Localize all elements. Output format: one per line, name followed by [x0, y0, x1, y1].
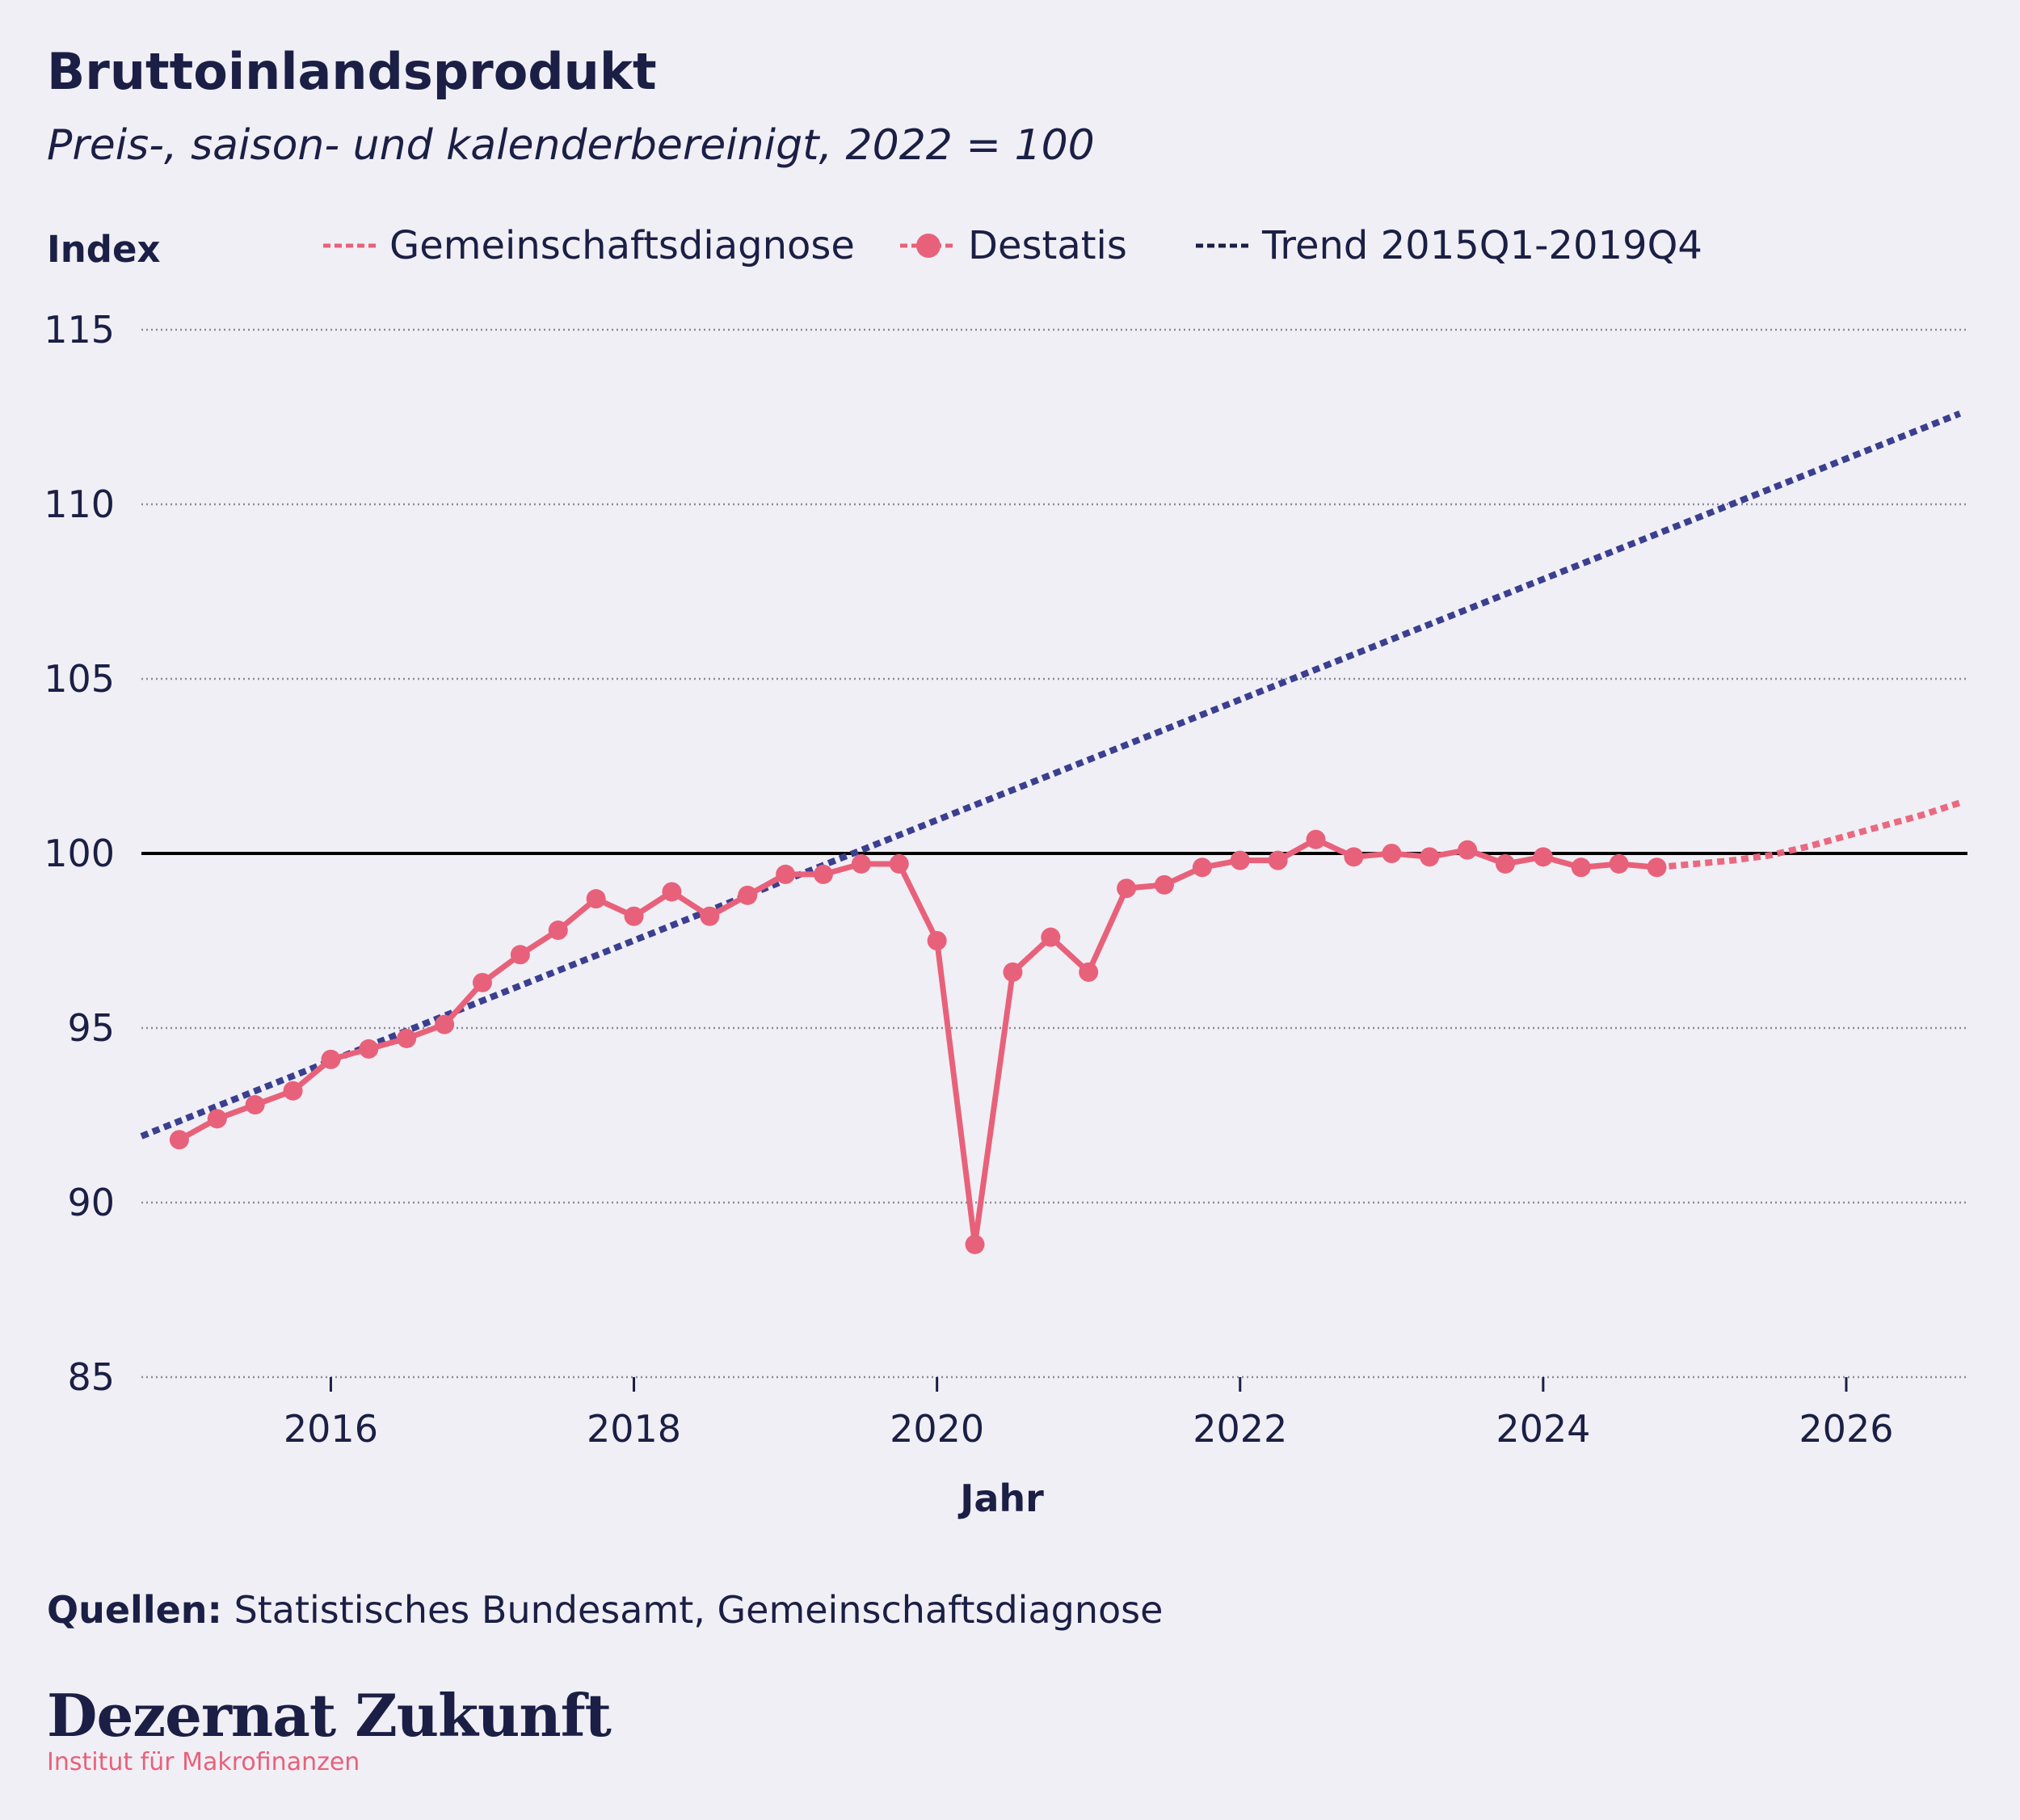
source-text: Statistisches Bundesamt, Gemeinschaftsdi… — [234, 1588, 1164, 1632]
data-point-destatis — [965, 1234, 985, 1254]
data-point-destatis — [1420, 847, 1440, 867]
y-tick-label: 115 — [44, 308, 115, 352]
data-point-destatis — [169, 1130, 189, 1150]
y-tick-label: 100 — [44, 832, 115, 875]
data-point-destatis — [1079, 962, 1099, 982]
legend-swatch-dashed-icon — [323, 243, 378, 248]
data-point-destatis — [207, 1109, 227, 1129]
legend-item-destatis: Destatis — [898, 223, 1127, 268]
data-point-destatis — [813, 864, 833, 884]
y-tick-label: 85 — [67, 1355, 115, 1399]
data-point-destatis — [1230, 850, 1250, 870]
legend-label: Trend 2015Q1-2019Q4 — [1262, 223, 1702, 268]
line-chart: 85 90 95 100 105 110 115 2016 2018 2020 2022 2024 20… — [44, 308, 1967, 1520]
data-point-destatis — [472, 972, 492, 992]
x-tick-label: 2016 — [284, 1407, 378, 1451]
data-point-destatis — [586, 889, 606, 909]
data-point-destatis — [1003, 962, 1023, 982]
x-tick-label: 2022 — [1193, 1407, 1287, 1451]
data-point-destatis — [1533, 847, 1553, 867]
series-line-trend — [140, 410, 1962, 1140]
data-point-destatis — [1344, 847, 1364, 867]
series-line-destatis — [178, 836, 1657, 1248]
x-tick-label: 2018 — [587, 1407, 681, 1451]
data-point-destatis — [1117, 878, 1137, 899]
data-point-destatis — [321, 1049, 341, 1069]
data-point-destatis — [245, 1095, 265, 1115]
data-point-destatis — [889, 853, 909, 874]
data-point-destatis — [1041, 927, 1061, 947]
data-point-destatis — [1571, 857, 1591, 878]
y-tick-label: 110 — [44, 482, 115, 526]
data-point-destatis — [1306, 829, 1326, 849]
chart-title: Bruttoinlandsprodukt — [47, 42, 657, 101]
legend-item-trend: Trend 2015Q1-2019Q4 — [1194, 223, 1702, 268]
data-point-destatis — [1268, 850, 1288, 870]
x-axis-label: Jahr — [957, 1477, 1044, 1520]
data-point-destatis — [1458, 840, 1478, 860]
brand-subtitle: Institut für Makrofinanzen — [47, 1748, 360, 1776]
legend-label: Destatis — [968, 223, 1127, 268]
source-label: Quellen: — [47, 1588, 222, 1632]
data-point-destatis — [510, 945, 530, 965]
data-point-destatis — [1609, 853, 1629, 874]
chart-subtitle: Preis-, saison- und kalenderbereinigt, 2… — [47, 121, 1095, 170]
data-point-destatis — [624, 906, 644, 926]
data-point-destatis — [776, 864, 796, 884]
data-point-destatis — [435, 1014, 455, 1034]
legend-label: Gemeinschaftsdiagnose — [389, 223, 855, 268]
data-point-destatis — [927, 931, 947, 950]
series-line-gemeinschaftsdiagnose — [1656, 799, 1961, 871]
data-point-destatis — [548, 921, 568, 941]
x-tick-label: 2024 — [1496, 1407, 1590, 1451]
legend-item-gemeinschaftsdiagnose: Gemeinschaftsdiagnose — [322, 223, 855, 268]
data-point-destatis — [359, 1038, 379, 1059]
x-tick-label: 2026 — [1799, 1407, 1893, 1451]
data-point-destatis — [1192, 857, 1212, 878]
data-point-destatis — [1495, 853, 1515, 874]
source-note: Quellen: Statistisches Bundesamt, Gemein… — [47, 1588, 1163, 1632]
data-point-destatis — [1647, 857, 1667, 878]
legend-swatch-marker-icon — [900, 234, 957, 258]
data-point-destatis — [397, 1028, 417, 1048]
data-point-destatis — [1154, 874, 1174, 895]
data-point-destatis — [662, 882, 682, 902]
brand-logo: Dezernat Zukunft — [47, 1681, 612, 1750]
data-point-destatis — [1382, 844, 1402, 863]
data-point-destatis — [700, 906, 720, 926]
y-axis-label: Index — [47, 228, 161, 271]
data-point-destatis — [283, 1081, 303, 1101]
y-tick-label: 105 — [44, 657, 115, 701]
y-tick-label: 90 — [67, 1181, 115, 1224]
x-tick-label: 2020 — [890, 1407, 984, 1451]
legend-swatch-dashed-icon — [1196, 243, 1251, 248]
data-point-destatis — [851, 853, 871, 874]
data-point-destatis — [738, 885, 758, 905]
y-tick-label: 95 — [67, 1006, 115, 1050]
